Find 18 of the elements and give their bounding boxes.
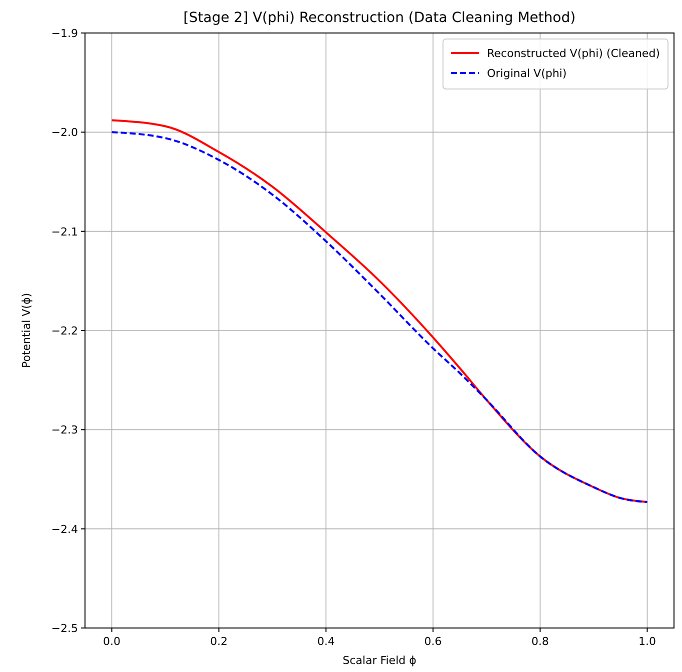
x-tick-label: 0.4	[317, 635, 335, 648]
chart-title: [Stage 2] V(phi) Reconstruction (Data Cleaning Method)	[183, 10, 576, 26]
y-tick-label: −2.0	[51, 126, 78, 140]
y-tick-label: −1.9	[51, 27, 78, 40]
x-tick-label: 0.0	[103, 635, 121, 648]
y-tick-label: −2.1	[51, 225, 78, 238]
x-tick-label: 0.6	[424, 635, 442, 648]
y-tick-label: −2.5	[51, 622, 78, 635]
y-axis-title: Potential V(ϕ)	[20, 292, 33, 368]
x-axis-title: Scalar Field ϕ	[342, 654, 416, 667]
y-tick-label: −2.4	[51, 522, 78, 536]
x-tick-label: 1.0	[638, 635, 656, 648]
legend-label: Original V(phi)	[487, 67, 567, 80]
y-tick-label: −2.2	[51, 324, 78, 338]
x-tick-label: 0.8	[531, 635, 549, 648]
legend-label: Reconstructed V(phi) (Cleaned)	[487, 47, 660, 60]
y-tick-label: −2.3	[51, 424, 78, 437]
x-tick-label: 0.2	[210, 635, 228, 648]
